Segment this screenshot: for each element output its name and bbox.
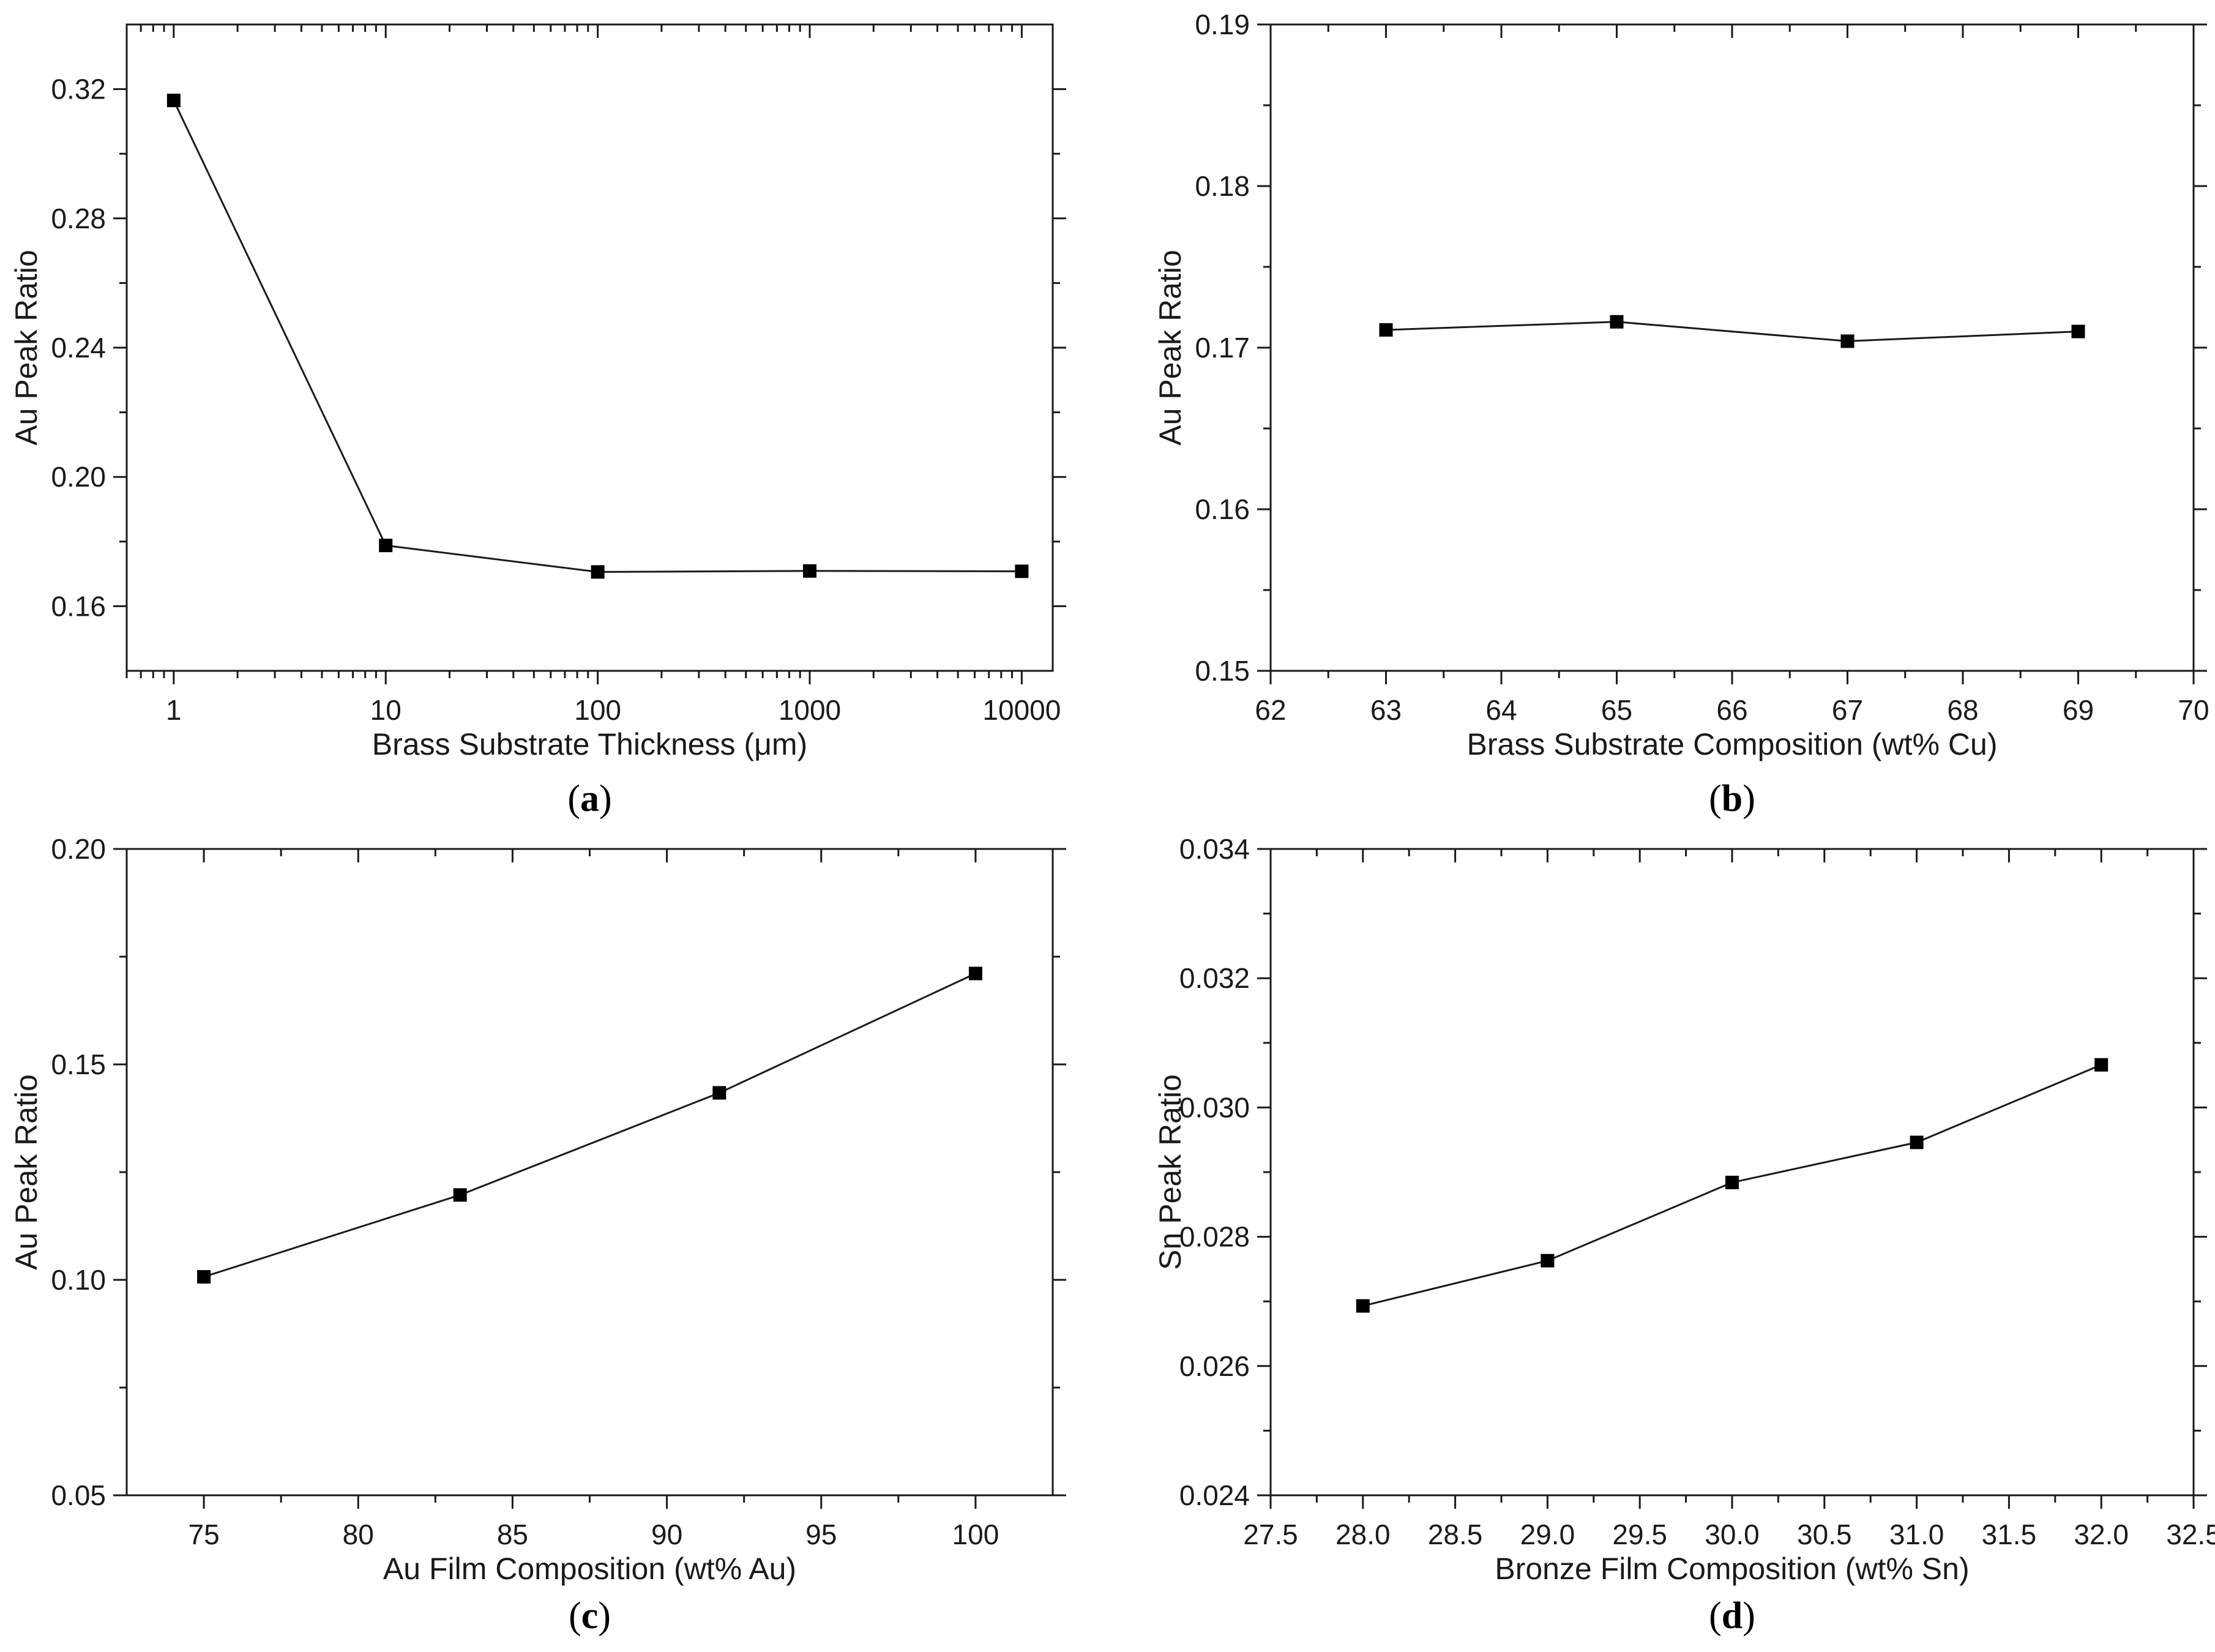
panel-c-y-tick-label: 0.15 bbox=[51, 1048, 106, 1080]
panel-d-caption-letter: d bbox=[1722, 1595, 1742, 1637]
panel-a-data-point bbox=[1015, 564, 1029, 578]
panel-a-y-tick-label: 0.16 bbox=[51, 590, 106, 622]
panel-c-caption: (c) bbox=[569, 1595, 611, 1637]
panel-c-x-tick-label: 80 bbox=[343, 1519, 374, 1550]
panel-d-y-tick-label: 0.028 bbox=[1179, 1221, 1250, 1253]
panel-b-series-line bbox=[1386, 321, 2079, 342]
panel-c-y-tick-label: 0.10 bbox=[51, 1264, 106, 1296]
panel-a-x-tick-label: 10000 bbox=[982, 694, 1061, 726]
panel-b-x-tick-label: 65 bbox=[1601, 694, 1632, 726]
chart-panel-c: 75 80 85 90 95 100 0.05 0.10 0.15 0.20 Au Film Com… bbox=[9, 833, 1066, 1637]
panel-a-x-axis-title: Brass Substrate Thickness (μm) bbox=[372, 727, 807, 761]
panel-b-x-tick-label: 63 bbox=[1370, 694, 1402, 726]
panel-d-x-tick-label: 28.5 bbox=[1428, 1519, 1483, 1550]
panel-a-y-tick-label: 0.28 bbox=[51, 203, 106, 234]
panel-a-y-tick-label: 0.24 bbox=[51, 332, 106, 364]
panel-a-y-tick-label: 0.20 bbox=[51, 461, 106, 493]
panel-b-caption: (b) bbox=[1709, 778, 1755, 820]
panel-d-y-tick-label: 0.030 bbox=[1179, 1091, 1250, 1123]
panel-b-y-tick-label: 0.18 bbox=[1195, 170, 1250, 202]
panel-d-y-axis-title: Sn Peak Ratio bbox=[1153, 1074, 1187, 1270]
panel-a-y-tick-label: 0.32 bbox=[51, 73, 106, 105]
panel-b-data-point bbox=[1379, 323, 1393, 337]
panel-c-plot-frame bbox=[125, 848, 1054, 1497]
panel-d-x-tick-label: 31.5 bbox=[1982, 1519, 2037, 1550]
panel-b-caption-letter: b bbox=[1722, 778, 1742, 820]
panel-d-data-point bbox=[1910, 1135, 1924, 1149]
panel-b-y-tick-label: 0.15 bbox=[1195, 655, 1250, 687]
panel-b-data-point bbox=[2071, 324, 2085, 338]
panel-a-data-point bbox=[379, 539, 393, 553]
chart-panel-b: 62 63 64 65 66 67 68 69 70 0.15 0.16 0.17 0.18 0.19 Br… bbox=[1153, 9, 2209, 820]
panel-b-y-tick-label: 0.17 bbox=[1195, 332, 1250, 364]
panel-a-caption: (a) bbox=[567, 778, 611, 820]
panel-c-data-point bbox=[453, 1188, 467, 1202]
panel-d-plot-frame bbox=[1269, 848, 2195, 1497]
panel-d-y-tick-label: 0.034 bbox=[1179, 833, 1250, 865]
panel-d-data-point bbox=[2094, 1058, 2109, 1072]
panel-d-data-point bbox=[1725, 1175, 1739, 1189]
panel-d-x-tick-label: 28.0 bbox=[1335, 1519, 1391, 1550]
panel-d-x-tick-label: 27.5 bbox=[1243, 1519, 1298, 1550]
panel-c-y-tick-label: 0.05 bbox=[51, 1479, 106, 1511]
panel-d-x-tick-label: 32.0 bbox=[2074, 1519, 2129, 1550]
panel-c-y-axis-title: Au Peak Ratio bbox=[9, 1074, 43, 1270]
panel-b-y-tick-label: 0.16 bbox=[1195, 493, 1250, 525]
panel-b-x-axis-title: Brass Substrate Composition (wt% Cu) bbox=[1467, 727, 1998, 761]
panel-b-y-axis-title: Au Peak Ratio bbox=[1153, 250, 1187, 446]
panel-d-y-tick-label: 0.024 bbox=[1179, 1479, 1250, 1511]
panel-c-x-tick-label: 85 bbox=[497, 1519, 528, 1550]
panel-d-data-point bbox=[1541, 1254, 1555, 1268]
panel-b-x-tick-label: 69 bbox=[2063, 694, 2094, 726]
panel-a-plot-frame bbox=[125, 23, 1054, 672]
panel-b-x-tick-label: 62 bbox=[1255, 694, 1286, 726]
panel-d-x-axis-title: Bronze Film Composition (wt% Sn) bbox=[1495, 1552, 1969, 1586]
panel-a-x-tick-label: 1000 bbox=[779, 694, 841, 726]
panel-a-data-point bbox=[591, 565, 605, 579]
panel-c-data-point bbox=[968, 966, 982, 981]
panel-c-data-point bbox=[712, 1086, 727, 1100]
panel-b-x-tick-label: 68 bbox=[1947, 694, 1978, 726]
panel-d-data-point bbox=[1356, 1299, 1370, 1313]
panel-b-x-tick-label: 64 bbox=[1485, 694, 1517, 726]
panel-a-caption-letter: a bbox=[580, 778, 599, 820]
panel-a-x-tick-label: 1 bbox=[166, 694, 182, 726]
panel-d-x-tick-label: 29.5 bbox=[1612, 1519, 1667, 1550]
panel-c-data-point bbox=[197, 1270, 211, 1284]
panel-d-x-tick-label: 29.0 bbox=[1520, 1519, 1575, 1550]
panel-b-x-tick-label: 70 bbox=[2178, 694, 2209, 726]
panel-d-y-tick-label: 0.032 bbox=[1179, 962, 1250, 994]
chart-panel-d: 27.5 28.0 28.5 29.0 29.5 30.0 30.5 31.0 31.5 32.0… bbox=[1153, 833, 2215, 1637]
panel-b-data-point bbox=[1610, 315, 1624, 329]
chart-panel-a: 1 10 100 1000 10000 0.16 0.20 0.24 0.28 0.32 Brass… bbox=[9, 23, 1066, 820]
panel-c-series-line bbox=[203, 973, 976, 1278]
panel-c-x-tick-label: 95 bbox=[805, 1519, 837, 1550]
panel-b-plot-frame bbox=[1269, 23, 2195, 672]
panel-c-x-axis-title: Au Film Composition (wt% Au) bbox=[383, 1552, 796, 1586]
panel-a-x-tick-label: 100 bbox=[574, 694, 621, 726]
panel-d-x-tick-label: 30.5 bbox=[1797, 1519, 1852, 1550]
panel-a-series-line bbox=[173, 100, 1022, 573]
panel-c-x-tick-label: 100 bbox=[952, 1519, 999, 1550]
panel-c-x-tick-label: 90 bbox=[651, 1519, 682, 1550]
panel-b-data-point bbox=[1840, 334, 1855, 348]
panel-b-y-tick-label: 0.19 bbox=[1195, 9, 1250, 40]
panel-a-y-axis-title: Au Peak Ratio bbox=[9, 250, 43, 446]
panel-c-x-tick-label: 75 bbox=[188, 1519, 219, 1550]
panel-a-data-point bbox=[166, 94, 181, 108]
panel-d-caption: (d) bbox=[1709, 1595, 1755, 1637]
panel-c-caption-letter: c bbox=[581, 1595, 599, 1637]
panel-d-y-tick-label: 0.026 bbox=[1179, 1350, 1250, 1382]
panel-d-x-tick-label: 30.0 bbox=[1705, 1519, 1760, 1550]
panel-b-x-tick-label: 67 bbox=[1832, 694, 1863, 726]
panel-c-y-tick-label: 0.20 bbox=[51, 833, 106, 865]
panel-a-data-point bbox=[802, 564, 816, 578]
panel-d-x-tick-label: 31.0 bbox=[1889, 1519, 1944, 1550]
panel-d-x-tick-label: 32.5 bbox=[2166, 1519, 2215, 1550]
panel-a-x-tick-label: 10 bbox=[370, 694, 402, 726]
panel-b-x-tick-label: 66 bbox=[1716, 694, 1747, 726]
